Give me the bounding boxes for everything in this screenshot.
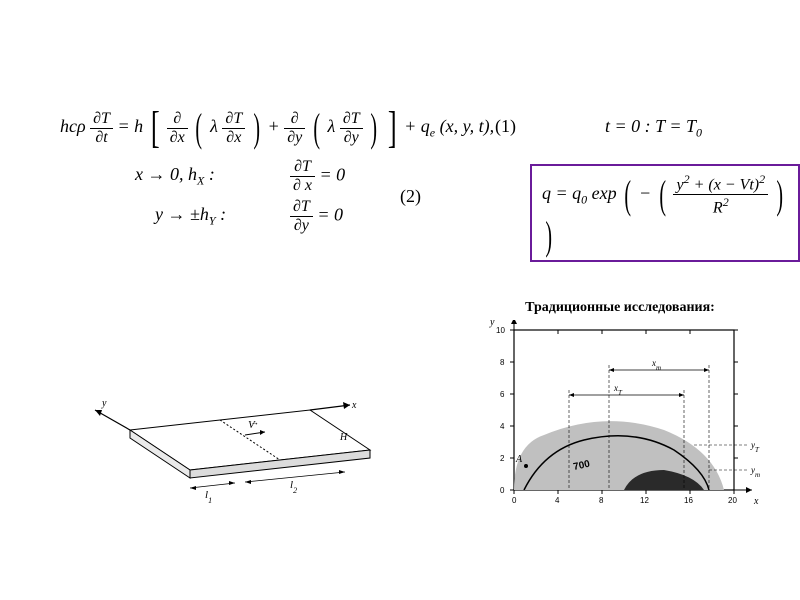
heat-plus-xvt: + (x − Vt) — [690, 176, 760, 193]
axis-y-label: y — [101, 398, 107, 409]
diagram-3d-plate: y x V → H l1 l2 — [90, 360, 390, 520]
bc2-den: ∂y — [290, 217, 313, 235]
bc1-colon: : — [204, 164, 215, 184]
heat-paren-open2: ( — [659, 177, 666, 213]
paren-open-1: ( — [196, 110, 203, 146]
bc2-sub: Y — [209, 214, 216, 228]
axis-x-label: x — [351, 400, 357, 411]
eq1-dt: ∂t — [90, 129, 113, 147]
heat-y: y — [676, 176, 683, 193]
bc1-lhs: x → 0, h — [135, 164, 197, 184]
svg-text:20: 20 — [728, 496, 737, 505]
svg-text:16: 16 — [684, 496, 693, 505]
eq1-lambda2: λ — [328, 116, 336, 136]
equation-heat-boxed: q = q0 exp ( − ( y2 + (x − Vt)2 R2 ) ) — [530, 164, 800, 262]
heat-q: q = q — [542, 183, 581, 203]
equation-bc2: y → ±hY : — [155, 204, 226, 229]
chart-y-axis: y — [489, 320, 495, 328]
heat-qsub: 0 — [581, 193, 587, 207]
heat-den: R2 — [673, 195, 768, 217]
chart-title: Традиционные исследования: — [480, 300, 760, 316]
heat-paren-open: ( — [624, 177, 631, 213]
paren-close-2: ) — [370, 110, 377, 146]
equation-ic: t = 0 : T = T0 — [605, 116, 702, 141]
chart-x-axis: x — [753, 496, 759, 507]
eq1-qe-sub: e — [430, 126, 435, 140]
bc1-den: ∂ x — [290, 177, 315, 195]
bc2-num: ∂T — [290, 198, 313, 217]
l1-label: l1 — [205, 489, 212, 505]
heat-R-sup: 2 — [723, 195, 729, 209]
svg-text:8: 8 — [599, 496, 604, 505]
equation-bc2-frac: ∂T ∂y = 0 — [290, 198, 343, 235]
heat-paren-close: ) — [545, 218, 552, 254]
bracket-close: ] — [388, 108, 397, 148]
eq1-dT: ∂T — [90, 110, 113, 129]
point-a-label: A — [515, 454, 523, 465]
bc1-num: ∂T — [290, 158, 315, 177]
eq1-lambda1: λ — [210, 116, 218, 136]
eq1-d2: ∂ — [284, 110, 305, 129]
heat-minus: − — [639, 183, 651, 203]
bracket-open: [ — [151, 108, 160, 148]
heat-num: y2 + (x − Vt)2 — [673, 172, 768, 195]
eq1-plus2: + — [404, 116, 416, 136]
svg-text:8: 8 — [500, 358, 505, 367]
eq1-qe-args: (x, y, t), — [440, 116, 494, 136]
eq1-d1: ∂ — [167, 110, 188, 129]
point-a-marker — [524, 464, 528, 468]
eq1-plus: + — [268, 116, 280, 136]
svg-text:12: 12 — [640, 496, 649, 505]
bc2-colon: : — [216, 204, 227, 224]
equation-main: hcρ ∂T ∂t = h [ ∂ ∂x ( λ ∂T ∂x ) + ∂ ∂y … — [60, 108, 494, 148]
bc2-lhs: y → ±h — [155, 204, 209, 224]
svg-text:0: 0 — [500, 486, 505, 495]
bc2-eq: = 0 — [317, 205, 343, 225]
eq1-dT3: ∂T — [340, 110, 363, 129]
svg-text:0: 0 — [512, 496, 517, 505]
eq1-dx2: ∂x — [222, 129, 245, 147]
v-arrow-icon: → — [250, 417, 259, 427]
svg-text:4: 4 — [555, 496, 560, 505]
l2-label: l2 — [290, 479, 297, 495]
heat-exp: exp — [592, 183, 617, 203]
eq1-qe: q — [421, 116, 430, 136]
chart-traditional: Традиционные исследования: 700 A xm — [480, 300, 760, 550]
eq2-label: (2) — [400, 186, 421, 207]
heat-R: R — [713, 200, 723, 217]
eq1-hcrho: hcρ — [60, 116, 86, 136]
equation-bc1-frac: ∂T ∂ x = 0 — [290, 158, 345, 195]
dim-ym: ym — [750, 465, 760, 479]
equation-bc1: x → 0, hX : — [135, 164, 215, 189]
bc1-eq: = 0 — [320, 165, 346, 185]
svg-text:10: 10 — [496, 326, 505, 335]
eq1-dy1: ∂y — [284, 129, 305, 147]
svg-text:4: 4 — [500, 422, 505, 431]
eq1-dT2: ∂T — [222, 110, 245, 129]
ic-sub: 0 — [696, 126, 702, 140]
eq1-dx1: ∂x — [167, 129, 188, 147]
paren-close-1: ) — [253, 110, 260, 146]
h-label: H — [339, 432, 348, 443]
ic-text: t = 0 : T = T — [605, 116, 696, 136]
paren-open-2: ( — [313, 110, 320, 146]
svg-text:2: 2 — [500, 454, 505, 463]
heat-xvt-sup: 2 — [759, 172, 765, 186]
dim-yt: yT — [750, 440, 760, 454]
eq1-dy2: ∂y — [340, 129, 363, 147]
svg-text:6: 6 — [500, 390, 505, 399]
eq1-label: (1) — [495, 116, 516, 137]
heat-paren-close2: ) — [776, 177, 783, 213]
eq1-eqh: = h — [117, 116, 143, 136]
